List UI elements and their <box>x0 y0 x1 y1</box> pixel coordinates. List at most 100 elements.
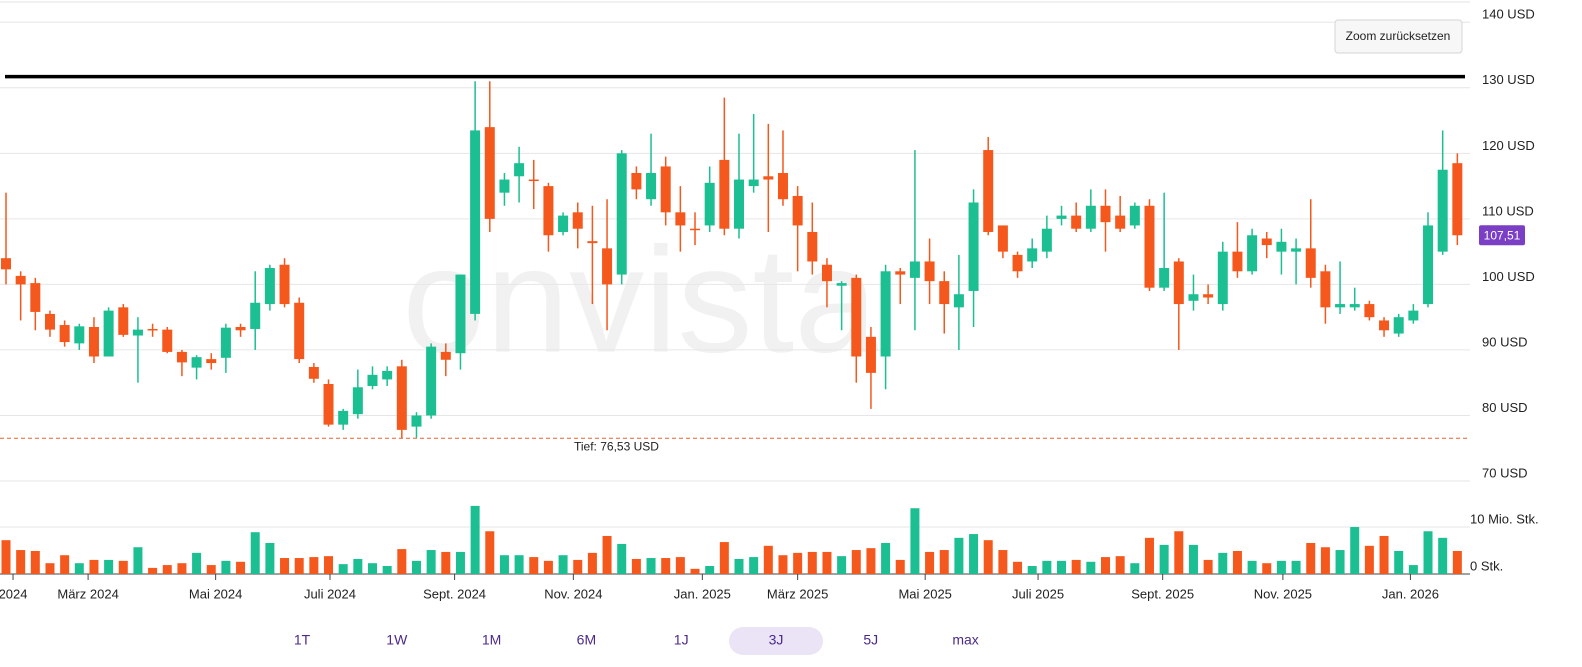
volume-bar <box>646 558 656 574</box>
volume-bar <box>148 567 158 574</box>
volume-bar <box>631 558 641 574</box>
volume-bar <box>294 558 304 574</box>
range-button[interactable]: 1W <box>386 632 408 648</box>
volume-bar <box>617 543 627 574</box>
candle-body <box>646 173 657 200</box>
range-button[interactable]: max <box>952 632 978 648</box>
volume-bar <box>1101 557 1110 574</box>
y-tick-label: 120 USD <box>1482 138 1535 153</box>
y-tick-label: 80 USD <box>1482 400 1528 415</box>
candle-body <box>250 302 261 329</box>
volume-bar <box>998 550 1008 574</box>
volume-bar <box>1423 531 1433 574</box>
volume-bar <box>1159 544 1169 574</box>
volume-bar <box>1408 565 1418 574</box>
volume-bar <box>1013 561 1023 574</box>
candle-body <box>1291 248 1302 252</box>
candle-body <box>1247 235 1258 272</box>
x-tick-label: März 2025 <box>767 586 828 601</box>
candle-body <box>470 130 481 314</box>
volume-bar <box>74 563 84 574</box>
candle-body <box>338 410 349 425</box>
candle-body <box>792 195 803 226</box>
candle-body <box>1027 248 1038 262</box>
range-button[interactable]: 3J <box>769 632 784 648</box>
x-tick-label: Sept. 2024 <box>423 586 486 601</box>
candle-body <box>59 325 70 343</box>
volume-bar <box>1232 550 1242 574</box>
x-tick-label: Nov. 2024 <box>544 586 602 601</box>
range-button[interactable]: 1T <box>294 632 311 648</box>
candle-body <box>939 281 950 305</box>
candle-body <box>719 159 730 229</box>
candle-body <box>807 231 818 262</box>
volume-bar <box>177 563 187 574</box>
candle-body <box>1 258 11 270</box>
x-tick-label: Mai 2024 <box>189 586 242 601</box>
candle-body <box>777 173 788 200</box>
candle-body <box>558 215 569 232</box>
candle-body <box>455 274 466 354</box>
candle-body <box>1335 304 1346 308</box>
candle-body <box>1232 251 1243 272</box>
volume-bar <box>89 559 99 574</box>
candle-body <box>690 228 701 231</box>
candle-body <box>821 264 832 282</box>
candle-body <box>1320 271 1331 308</box>
y-tick-label: 100 USD <box>1482 269 1535 284</box>
volume-bar <box>807 551 817 574</box>
x-tick-label: Nov. 2025 <box>1254 586 1312 601</box>
y-tick-label: 90 USD <box>1482 334 1528 349</box>
y-tick-label: 70 USD <box>1482 465 1528 480</box>
candle-body <box>308 366 319 379</box>
volume-bar <box>705 566 715 574</box>
volume-bar <box>1042 560 1052 574</box>
last-price-label: 107,51 <box>1484 228 1521 242</box>
volume-bar <box>866 548 876 574</box>
volume-bar <box>426 550 436 574</box>
volume-bar <box>1379 535 1389 574</box>
candle-body <box>953 294 964 308</box>
zoom-button-label[interactable]: Zoom zurücksetzen <box>1346 29 1451 43</box>
watermark: onvista <box>402 216 878 384</box>
volume-bar <box>1086 561 1096 574</box>
y-tick-label: 130 USD <box>1482 72 1535 87</box>
volume-bar <box>250 532 260 574</box>
candle-body <box>1056 215 1067 219</box>
volume-bar <box>133 547 143 574</box>
range-button[interactable]: 1M <box>482 632 501 648</box>
volume-bar <box>749 557 759 574</box>
candle-body <box>660 166 671 213</box>
volume-bar <box>895 559 905 574</box>
candle-body <box>514 163 525 177</box>
volume-bar <box>1306 543 1316 574</box>
candle-body <box>602 248 613 285</box>
candle-body <box>1012 254 1023 272</box>
candle-body <box>191 357 202 368</box>
candle-body <box>1100 205 1111 223</box>
candle-body <box>1071 215 1082 229</box>
zoom-button[interactable] <box>1334 19 1463 54</box>
volume-bar <box>1262 563 1272 574</box>
range-button[interactable]: 6M <box>577 632 596 648</box>
volume-bar <box>221 560 231 574</box>
volume-bar <box>1276 560 1286 574</box>
candle-body <box>1349 304 1360 308</box>
volume-bar <box>280 558 290 574</box>
candle-body <box>572 212 583 229</box>
range-button[interactable]: 1J <box>674 632 689 648</box>
y2-tick-label: 0 Stk. <box>1470 558 1503 573</box>
range-button[interactable]: 5J <box>863 632 878 648</box>
volume-bar <box>543 560 553 574</box>
volume-bar <box>1027 566 1037 574</box>
volume-bar <box>558 555 568 574</box>
candle-body <box>74 326 85 344</box>
volume-bar <box>778 555 788 574</box>
volume-bar <box>837 556 847 574</box>
candle-body <box>1261 238 1272 246</box>
candle-body <box>543 186 554 236</box>
range-selected-bg <box>729 627 823 655</box>
volume-bar <box>499 555 509 574</box>
volume-bar <box>734 558 744 574</box>
x-tick-label: Jan. 2025 <box>674 586 731 601</box>
